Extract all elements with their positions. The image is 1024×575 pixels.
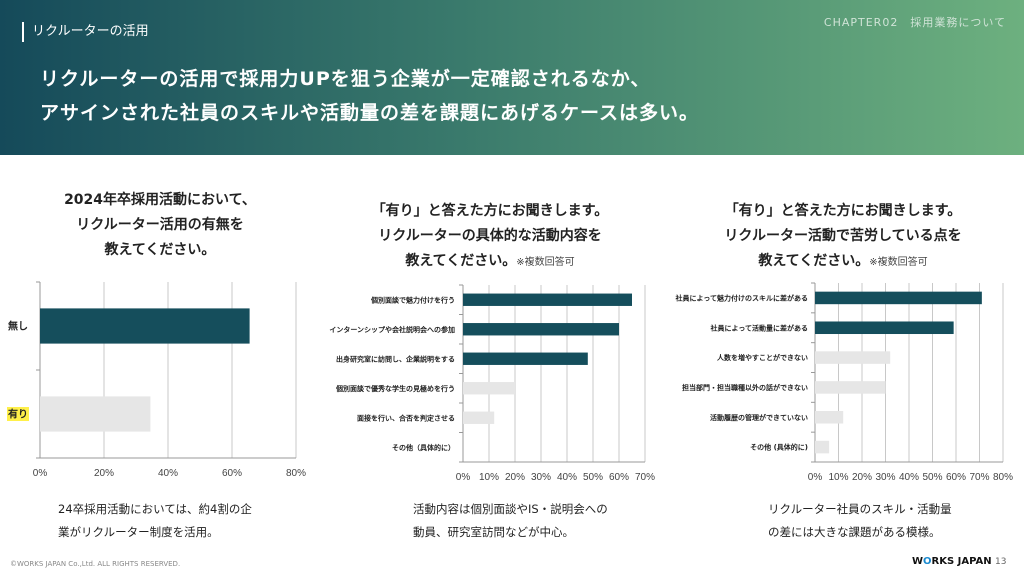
category-label: 活動履歴の管理ができていない [710,413,808,422]
caption-line: 24卒採用活動においては、約4割の企 [58,502,252,516]
multiple-answer-note: ※複数回答可 [869,257,928,268]
label-highlight [7,407,29,421]
x-tick-label: 80% [993,472,1013,483]
caption-1: 24卒採用活動においては、約4割の企 業がリクルーター制度を活用。 [58,498,252,544]
category-label: 面接を行い、合否を判定させる [357,413,455,422]
bar [815,381,886,394]
category-label: 人数を増やすことができない [717,353,808,362]
bar [463,323,619,336]
question-title-3: 「有り」と答えた方にお聞きします。 リクルーター活動で苦労している点を 教えてく… [693,199,993,275]
x-tick-label: 40% [899,472,919,483]
x-tick-label: 40% [158,468,178,479]
bar [815,410,844,424]
category-label: 個別面談で魅力付けを行う [370,295,455,304]
title-line: 2024年卒採用活動において、 [64,192,256,208]
caption-line: 業がリクルーター制度を活用。 [58,525,219,539]
x-tick-label: 20% [852,472,872,483]
bar [40,396,151,432]
x-tick-label: 20% [505,472,525,483]
bar [815,291,982,305]
x-tick-label: 10% [479,472,499,483]
caption-line: リクルーター社員のスキル・活動量 [768,502,952,516]
works-japan-logo: WORKS JAPAN [912,556,992,567]
x-tick-label: 0% [808,472,823,483]
x-tick-label: 60% [946,472,966,483]
bar [463,411,495,424]
x-tick-label: 30% [531,472,551,483]
title-line: 教えてください。 [758,253,870,269]
section-label: リクルーターの活用 [22,22,149,42]
title-line: リクルーター活用の有無を [76,217,244,233]
bar [815,440,830,454]
headline-line: アサインされた社員のスキルや活動量の差を課題にあげるケースは多い。 [40,102,700,124]
category-label: 有り [8,408,28,421]
bar [40,308,250,344]
x-tick-label: 70% [969,472,989,483]
x-tick-label: 50% [583,472,603,483]
x-tick-label: 30% [875,472,895,483]
bar [815,321,954,335]
title-line: リクルーター活動で苦労している点を [724,228,962,244]
title-line: リクルーターの具体的な活動内容を [378,228,602,244]
category-label: インターンシップや会社説明会への参加 [329,325,455,334]
headline-line: リクルーターの活用で採用力UPを狙う企業が一定確認されるなか、 [40,68,651,90]
x-tick-label: 40% [557,472,577,483]
bar [463,293,632,306]
x-tick-label: 60% [609,472,629,483]
page-number: 13 [995,557,1007,567]
question-title-2: 「有り」と答えた方にお聞きします。 リクルーターの具体的な活動内容を 教えてくだ… [340,199,640,275]
title-line: 教えてください。 [104,242,216,258]
chapter-label: CHAPTER02 採用業務について [823,16,1006,29]
category-label: 担当部門・担当職種以外の話ができない [682,383,808,392]
title-line: 「有り」と答えた方にお聞きします。 [371,203,609,219]
headline: リクルーターの活用で採用力UPを狙う企業が一定確認されるなか、 アサインされた社… [40,62,699,130]
title-line: 教えてください。 [405,253,517,269]
x-tick-label: 20% [94,468,114,479]
category-label: その他（具体的に） [392,443,455,452]
x-tick-label: 0% [456,472,471,483]
multiple-answer-note: ※複数回答可 [516,257,575,268]
caption-2: 活動内容は個別面談やIS・説明会への 動員、研究室訪問などが中心。 [413,498,608,544]
x-tick-label: 50% [922,472,942,483]
header-banner: リクルーターの活用 CHAPTER02 採用業務について リクルーターの活用で採… [0,0,1024,155]
category-label: 個別面談で優秀な学生の見極めを行う [335,384,455,393]
x-tick-label: 80% [286,468,306,479]
caption-line: 動員、研究室訪問などが中心。 [413,525,574,539]
x-tick-label: 60% [222,468,242,479]
bar [463,382,515,395]
category-label: 社員によって魅力付けのスキルに差がある [675,293,808,302]
bar [815,351,891,364]
category-label: 社員によって活動量に差がある [710,323,808,332]
x-tick-label: 0% [33,468,48,479]
x-tick-label: 70% [635,472,655,483]
category-label: 出身研究室に訪問し、企業説明をする [336,354,455,363]
category-label: 無し [8,320,28,333]
title-line: 「有り」と答えた方にお聞きします。 [724,203,962,219]
category-label: その他 (具体的に) [750,443,808,452]
question-title-1: 2024年卒採用活動において、 リクルーター活用の有無を 教えてください。 [20,188,300,263]
caption-line: 活動内容は個別面談やIS・説明会への [413,502,608,516]
caption-line: の差には大きな課題がある模様。 [768,525,941,539]
caption-3: リクルーター社員のスキル・活動量 の差には大きな課題がある模様。 [768,498,952,544]
bar [463,352,588,365]
copyright: ©WORKS JAPAN Co.,Ltd. ALL RIGHTS RESERVE… [10,560,181,568]
x-tick-label: 10% [828,472,848,483]
